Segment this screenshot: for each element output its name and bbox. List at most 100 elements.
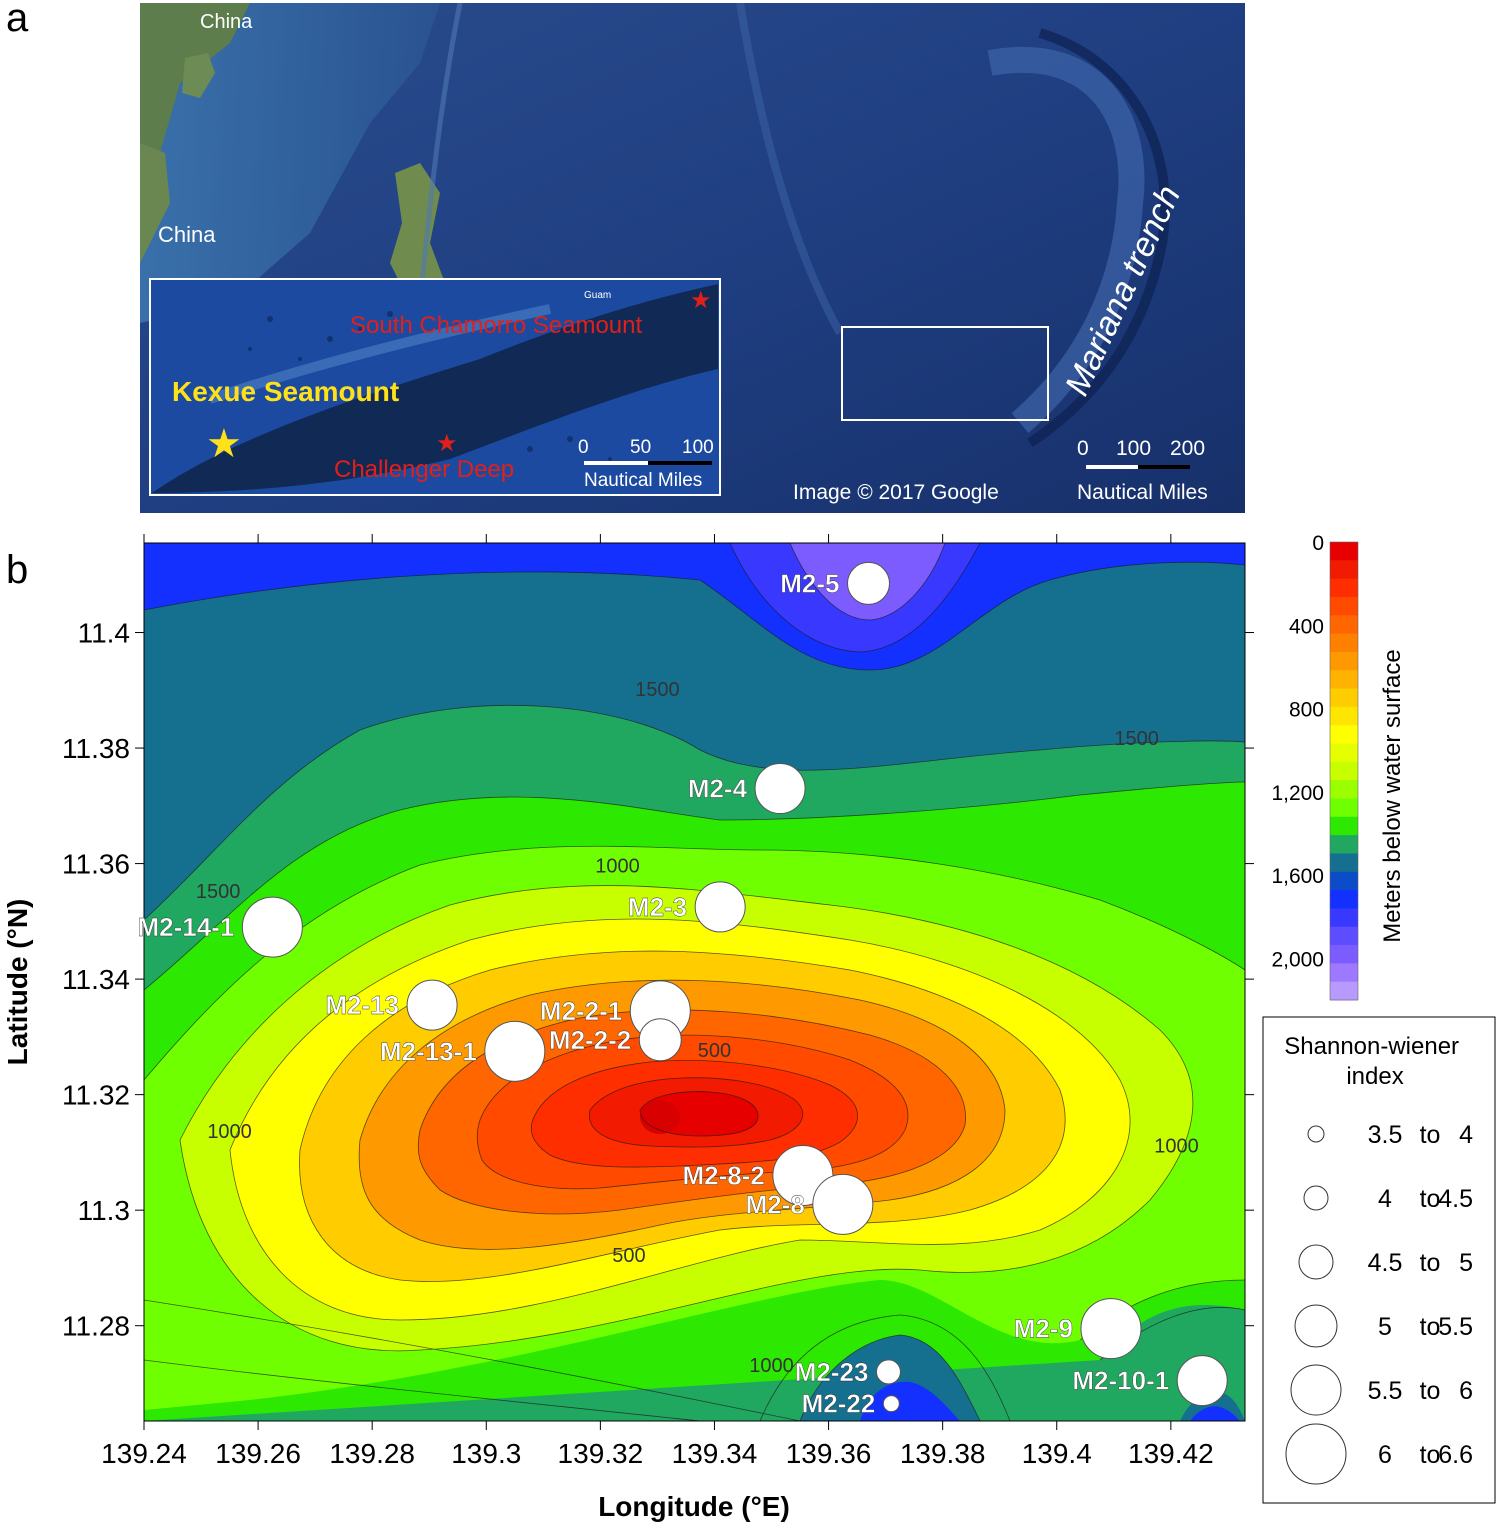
y-tick-label-6: 11.4 [78,618,130,649]
colorbar-swatch-8 [1330,688,1358,708]
contour-label-0: 1500 [635,679,680,701]
island-hainan [182,53,215,98]
satellite-map-svg: China China Mariana trench Image © 2017 … [140,3,1245,513]
china-landmass [140,3,250,193]
ridge-line-2 [736,3,844,335]
legend-marker-4 [1290,1364,1342,1416]
contour-label-2: 1500 [196,881,241,903]
satellite-map: China China Mariana trench Image © 2017 … [140,3,1245,513]
legend-to-word-2: to [1420,1249,1441,1277]
panel-letter-b: b [6,548,29,592]
colorbar-swatch-5 [1330,633,1358,653]
y-tick-label-4: 11.36 [62,849,130,880]
inset-label-guam: Guam [584,290,611,301]
colorbar-swatch-15 [1330,816,1358,836]
station-label-m2-14-1: M2-14-1 [138,912,235,942]
shannon-legend: Shannon-wiener index 3.5 to 44 to4.54.5 to 55… [1262,1016,1496,1504]
depth-band-trough-1800 [860,1381,960,1421]
legend-upto-0: 4 [1459,1121,1473,1149]
station-label-m2-3: M2-3 [628,892,687,922]
inset-label-kexue: Kexue Seamount [172,376,399,407]
colorbar-swatch-10 [1330,725,1358,745]
legend-from-2: 4.5 [1368,1249,1403,1277]
x-axis-label: Longitude (°E) [598,1491,790,1522]
colorbar-swatch-16 [1330,835,1358,854]
colorbar-label: Meters below water surface [1379,649,1406,942]
colorbar-swatch-3 [1330,596,1358,616]
x-tick-label-9: 139.42 [1128,1438,1214,1469]
colorbar-swatch-9 [1330,706,1358,726]
main-scale-bar: 0 100 200 Nautical Miles [1077,437,1208,504]
scale-tick-100: 100 [1116,437,1151,460]
station-marker-m2-4 [754,762,806,814]
inset-star-kexue: ★ [206,421,242,467]
y-axis: 11.28 11.3 11.32 11.34 11.36 11.38 11.4 [62,618,1254,1342]
y-tick-label-3: 11.34 [62,964,130,995]
station-label-m2-2-2: M2-2-2 [549,1025,631,1055]
legend-upto-3: 5.5 [1438,1313,1473,1341]
station-label-m2-9: M2-9 [1014,1314,1073,1344]
scale-tick-200: 200 [1170,437,1205,460]
colorbar-swatch-1 [1330,560,1358,580]
contour-label-5: 1000 [1154,1135,1199,1157]
study-area-box [841,326,1049,421]
legend-upto-1: 4.5 [1438,1185,1473,1213]
legend-marker-0 [1307,1125,1325,1143]
legend-marker-5 [1285,1423,1347,1485]
colorbar-swatch-12 [1330,761,1358,781]
colorbar-swatch-2 [1330,578,1358,598]
depth-colorbar: 0 400 800 1,200 1,600 2,000 [1271,532,1359,1001]
contour-label-3: 1000 [595,855,640,877]
mariana-arc [987,46,1145,433]
inset-scale-tick-100: 100 [682,437,714,458]
contour-label-6: 1000 [749,1355,794,1377]
legend-title-line1: Shannon-wiener [1284,1033,1459,1060]
legend-from-5: 6 [1378,1441,1392,1469]
x-tick-label-6: 139.36 [786,1438,872,1469]
station-label-m2-5: M2-5 [780,568,839,598]
station-label-m2-8-2: M2-8-2 [683,1161,765,1191]
x-tick-label-4: 139.32 [558,1438,644,1469]
x-tick-label-5: 139.34 [672,1438,758,1469]
station-marker-m2-9 [1080,1298,1142,1360]
ridge-line [417,3,463,304]
colorbar-swatch-0 [1330,542,1358,561]
colorbar-frame [1329,541,1359,1001]
contour-label-4: 1000 [207,1121,252,1143]
legend-marker-2 [1298,1244,1334,1280]
inset-trench [152,284,718,493]
contour-label-7: 500 [698,1040,731,1062]
station-marker-m2-8 [812,1173,874,1235]
y-tick-label-1: 11.3 [78,1195,130,1226]
inset-star-south-chamorro: ★ [690,286,712,314]
colorbar-swatch-7 [1330,670,1358,690]
colorbar-tick-4: 1,600 [1271,865,1324,888]
inset-scale-unit: Nautical Miles [584,470,702,491]
colorbar-swatch-19 [1330,890,1358,909]
station-marker-m2-14-1 [241,896,303,958]
label-copyright: Image © 2017 Google [793,481,999,504]
bathymetry-panel: 1500 1500 1500 1000 1000 1000 1000 500 500 M2-5 M… [0,520,1500,1526]
station-marker-m2-10-1 [1176,1355,1228,1407]
plot-frame [143,542,1246,1422]
y-tick-label-2: 11.32 [62,1080,130,1111]
colorbar-swatch-11 [1330,743,1358,763]
contour-label-8: 500 [612,1245,645,1267]
station-marker-m2-13-1 [484,1020,546,1082]
depth-band-summit [640,1100,680,1134]
colorbar-tick-3: 1,200 [1271,782,1324,805]
colorbar-swatch-14 [1330,798,1358,818]
station-marker-m2-2-2 [638,1018,682,1062]
colorbar-swatch-6 [1330,651,1358,671]
contour-plot-area [144,543,1245,1421]
continental-shelf [140,3,440,323]
station-marker-m2-3 [694,881,746,933]
legend-from-1: 4 [1378,1185,1392,1213]
legend-items: 3.5 to 44 to4.54.5 to 55 to5.55.5 to 66 to6.6 [1285,1121,1473,1485]
colorbar-swatch-20 [1330,908,1358,928]
inset-scale-tick-0: 0 [578,437,589,458]
legend-to-word-3: to [1420,1313,1441,1341]
contour-label-layer: 1500 1500 1500 1000 1000 1000 1000 500 500 [196,679,1199,1377]
colorbar-swatch-21 [1330,926,1358,946]
